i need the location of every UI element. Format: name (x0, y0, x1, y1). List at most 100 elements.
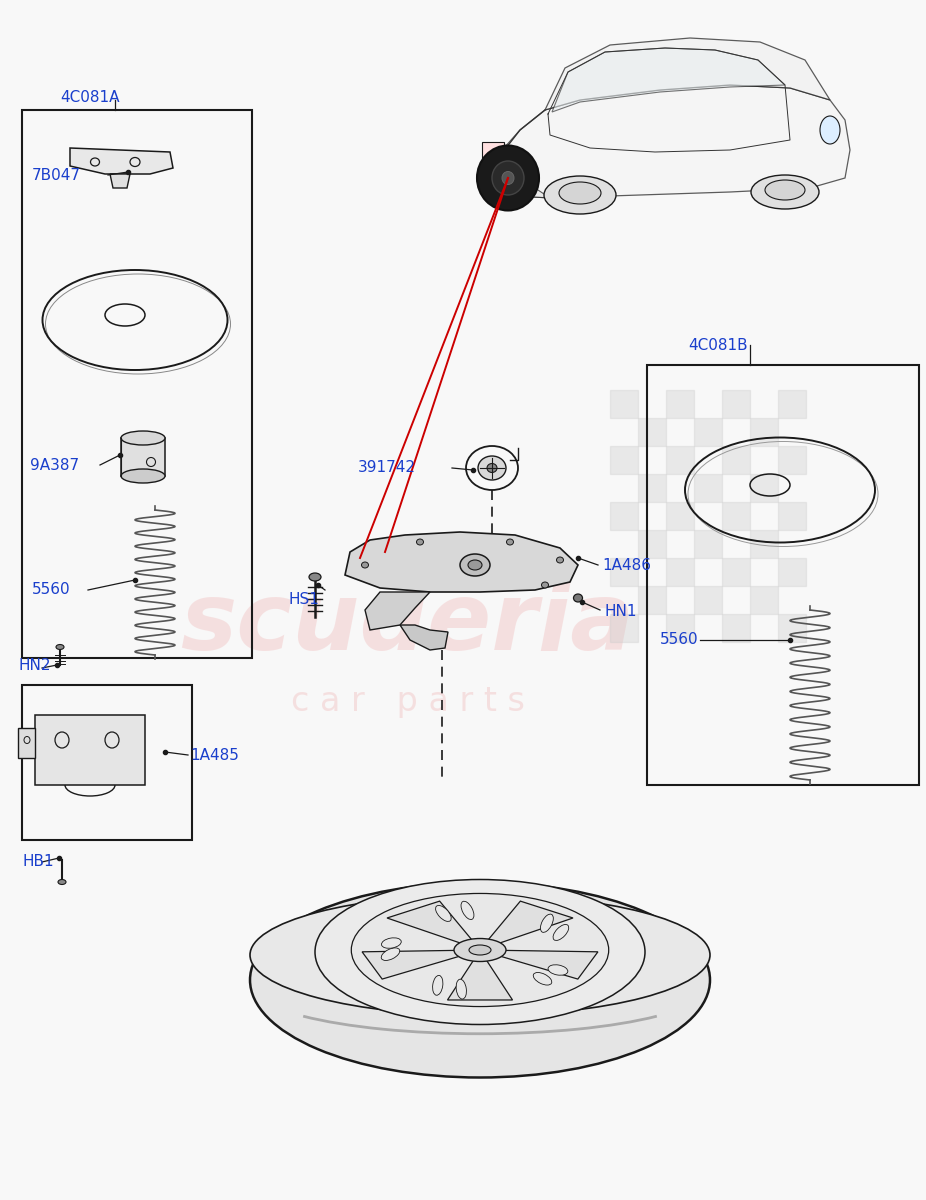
Bar (638, 418, 666, 446)
Polygon shape (480, 85, 850, 198)
Ellipse shape (544, 176, 616, 214)
Bar (22, 110, 252, 658)
Bar (722, 446, 750, 474)
Text: HB1: HB1 (22, 854, 54, 870)
Bar (638, 530, 666, 558)
Bar (121, 438, 165, 476)
Ellipse shape (553, 924, 569, 941)
Bar (610, 390, 638, 418)
Bar (778, 446, 806, 474)
Polygon shape (70, 148, 173, 174)
Ellipse shape (477, 145, 539, 210)
Polygon shape (365, 592, 430, 630)
Ellipse shape (457, 979, 467, 1000)
Polygon shape (362, 950, 462, 979)
Bar (694, 586, 722, 614)
Ellipse shape (751, 175, 819, 209)
Ellipse shape (250, 894, 710, 1015)
Text: 7B047: 7B047 (32, 168, 81, 182)
Ellipse shape (573, 594, 582, 602)
Bar (666, 614, 694, 642)
Ellipse shape (541, 914, 554, 932)
Bar (610, 502, 638, 530)
Ellipse shape (460, 554, 490, 576)
Ellipse shape (435, 906, 451, 922)
Ellipse shape (121, 431, 165, 445)
Text: HN2: HN2 (18, 658, 51, 672)
Bar (778, 390, 806, 418)
Ellipse shape (382, 938, 401, 948)
Ellipse shape (507, 539, 514, 545)
Text: 4C081B: 4C081B (688, 337, 747, 353)
Bar (750, 586, 778, 614)
Bar (666, 558, 694, 586)
Polygon shape (345, 532, 578, 592)
Polygon shape (110, 174, 130, 188)
Ellipse shape (502, 172, 514, 185)
Polygon shape (400, 625, 448, 650)
Bar (722, 390, 750, 418)
Ellipse shape (432, 976, 443, 995)
Text: HS1: HS1 (288, 593, 319, 607)
Text: 1A485: 1A485 (190, 748, 239, 762)
Bar (22, 685, 192, 840)
Ellipse shape (533, 972, 552, 985)
Bar (750, 530, 778, 558)
Ellipse shape (461, 901, 474, 919)
Bar (722, 502, 750, 530)
Bar (778, 502, 806, 530)
Ellipse shape (121, 469, 165, 482)
Bar (778, 614, 806, 642)
Ellipse shape (58, 880, 66, 884)
Bar (694, 474, 722, 502)
Ellipse shape (548, 965, 568, 976)
Bar (647, 365, 919, 785)
Bar (482, 142, 504, 172)
Bar (750, 474, 778, 502)
Bar (610, 446, 638, 474)
Text: 5560: 5560 (32, 582, 70, 598)
Bar (750, 418, 778, 446)
Text: 391742: 391742 (358, 461, 416, 475)
Ellipse shape (309, 572, 321, 581)
Ellipse shape (361, 562, 369, 568)
Polygon shape (498, 950, 598, 979)
Text: c a r   p a r t s: c a r p a r t s (291, 685, 524, 719)
Bar (666, 502, 694, 530)
Ellipse shape (765, 180, 805, 200)
Bar (610, 614, 638, 642)
Ellipse shape (250, 882, 710, 1078)
Polygon shape (552, 48, 785, 112)
Ellipse shape (478, 456, 506, 480)
Bar (778, 558, 806, 586)
Bar (666, 390, 694, 418)
Text: 9A387: 9A387 (30, 457, 79, 473)
Ellipse shape (557, 557, 564, 563)
Bar (694, 530, 722, 558)
Polygon shape (35, 715, 145, 785)
Text: HN1: HN1 (604, 605, 636, 619)
Polygon shape (487, 901, 573, 944)
Ellipse shape (382, 948, 400, 960)
Ellipse shape (542, 582, 548, 588)
Bar (18, 728, 35, 758)
Ellipse shape (469, 946, 491, 955)
Polygon shape (447, 960, 512, 1000)
Ellipse shape (417, 539, 423, 545)
Bar (638, 474, 666, 502)
Ellipse shape (351, 894, 608, 1007)
Ellipse shape (454, 938, 506, 961)
Bar (610, 558, 638, 586)
Bar (666, 446, 694, 474)
Text: 4C081A: 4C081A (60, 90, 119, 106)
Polygon shape (387, 901, 472, 944)
Bar (722, 614, 750, 642)
Ellipse shape (492, 161, 524, 194)
Ellipse shape (315, 880, 645, 1025)
Polygon shape (545, 38, 830, 110)
Bar (694, 418, 722, 446)
Ellipse shape (487, 463, 497, 473)
Ellipse shape (468, 560, 482, 570)
Ellipse shape (559, 182, 601, 204)
Bar (638, 586, 666, 614)
